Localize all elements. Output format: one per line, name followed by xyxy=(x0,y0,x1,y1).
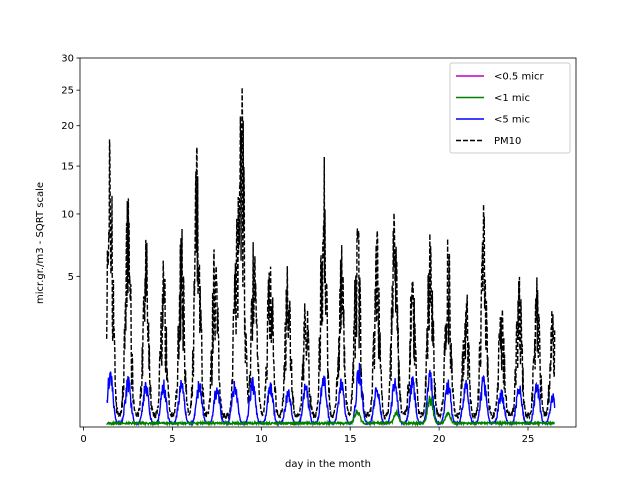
series-line-pm10 xyxy=(105,87,556,421)
y-axis-label: micr.gr./m3 - SQRT scale xyxy=(35,182,46,304)
legend-box xyxy=(449,62,571,154)
x-axis-label: day in the month xyxy=(285,459,371,470)
x-tick-label: 10 xyxy=(255,434,268,445)
x-axis: 0 5 10 15 20 25 xyxy=(80,427,534,445)
legend-label: PM10 xyxy=(494,136,521,147)
x-tick-label: 5 xyxy=(169,434,175,445)
x-tick-label: 20 xyxy=(433,434,446,445)
legend-label: <0.5 micr xyxy=(494,72,544,83)
legend: <0.5 micr <1 mic <5 mic PM10 xyxy=(449,62,571,154)
x-tick-label: 25 xyxy=(522,434,535,445)
series-line--1-mic xyxy=(106,395,555,427)
plot-frame xyxy=(79,57,577,428)
x-tick-label: 15 xyxy=(344,434,357,445)
y-tick-label: 30 xyxy=(61,54,74,65)
y-tick-label: 15 xyxy=(61,162,74,173)
legend-label: <1 mic xyxy=(494,93,530,104)
y-tick-label: 5 xyxy=(68,272,74,283)
x-tick-label: 0 xyxy=(80,434,86,445)
y-tick-label: 10 xyxy=(61,209,74,220)
y-axis: 5 10 15 20 25 30 xyxy=(61,54,80,283)
y-tick-label: 20 xyxy=(61,121,74,132)
y-tick-label: 25 xyxy=(61,86,74,97)
series-layer xyxy=(105,87,556,427)
legend-label: <5 mic xyxy=(494,115,530,126)
